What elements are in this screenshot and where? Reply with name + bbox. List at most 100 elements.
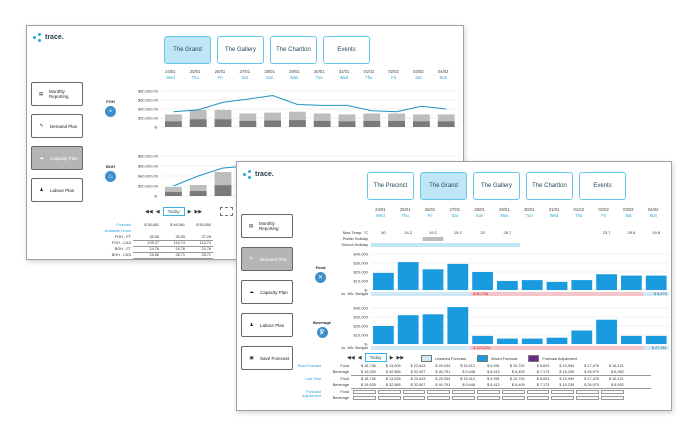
forecast-table: Raw Forecast Food $ 18,736 $ 13,006 $ 22,643… xyxy=(293,364,669,410)
nav-demand-plan[interactable]: ✎ Demand Plan xyxy=(31,114,83,138)
nav-monthly-reporting[interactable]: ▤ Monthly Reporting xyxy=(241,214,293,238)
beverage-row-label: Beverage xyxy=(332,369,349,374)
day-label: Sat xyxy=(625,212,632,218)
adjustment-input-beverage[interactable] xyxy=(452,396,475,400)
venue-tab-the-gallery[interactable]: The Gallery xyxy=(473,172,520,200)
y-tick-label: $40,000 xyxy=(354,252,369,257)
nav-save-forecast[interactable]: ▣ Save Forecast xyxy=(241,346,293,370)
adjustment-input-beverage[interactable] xyxy=(501,396,525,400)
bar-segment xyxy=(363,120,381,127)
today-button[interactable]: Today xyxy=(364,353,387,362)
date-column-2: 26/01 Fri xyxy=(208,69,233,80)
next-next-icon[interactable]: ▶▶ xyxy=(396,354,405,361)
date-label: 24/01 xyxy=(165,69,176,74)
venue-tab-the-gallery[interactable]: The Gallery xyxy=(217,36,264,64)
day-label: Thu xyxy=(401,212,409,218)
adjustment-input-beverage[interactable] xyxy=(353,396,376,400)
y-tick-label: $- xyxy=(154,194,158,199)
adjustment-input-food[interactable] xyxy=(501,390,525,394)
budget-label: vs. Wk. Budget xyxy=(341,345,369,350)
food-bar xyxy=(621,275,642,290)
nav-icon: ♟ xyxy=(39,187,44,192)
trace-logo: trace. xyxy=(243,170,274,179)
row-label: BOH - CAS xyxy=(111,253,131,257)
adjustment-input-beverage[interactable] xyxy=(402,396,426,400)
beverage-bar xyxy=(422,314,444,344)
adjustment-input-food[interactable] xyxy=(377,390,401,394)
nav-labour-plan[interactable]: ♟ Labour Plan xyxy=(241,313,293,337)
prev-prev-icon[interactable]: ◀◀ xyxy=(347,354,355,361)
venue-tab-the-grand[interactable]: The Grand xyxy=(164,36,211,64)
venue-tab-events[interactable]: Events xyxy=(579,172,626,200)
adjustment-input-beverage[interactable] xyxy=(551,396,575,400)
day-label: Tue xyxy=(525,212,533,218)
nav-capacity-plan[interactable]: ☁ Capacity Plan xyxy=(31,146,83,170)
bar-segment xyxy=(214,185,232,196)
adjustment-input-food[interactable] xyxy=(576,390,599,394)
venue-tab-the-precinct[interactable]: The Precinct xyxy=(367,172,414,200)
beverage-bar xyxy=(621,335,642,344)
prev-icon[interactable]: ◀ xyxy=(155,208,160,215)
adjustment-input-beverage[interactable] xyxy=(477,396,500,400)
adjustment-input-beverage[interactable] xyxy=(377,396,401,400)
next-icon[interactable]: ▶ xyxy=(389,354,394,361)
prev-prev-icon[interactable]: ◀◀ xyxy=(145,208,153,215)
date-label: 03/02 xyxy=(623,207,634,212)
adjustment-input-food[interactable] xyxy=(402,390,426,394)
date-column-9: 02/02 Fri xyxy=(381,69,406,80)
next-icon[interactable]: ▶ xyxy=(187,208,192,215)
adjustment-input-food[interactable] xyxy=(551,390,575,394)
adjustment-input-food[interactable] xyxy=(601,390,624,394)
venue-tab-the-grand[interactable]: The Grand xyxy=(420,172,467,200)
beverage-cell: $ 15,230 xyxy=(559,382,575,387)
beverage-badge: Beverage ℣ xyxy=(313,320,332,338)
adjustment-input-food[interactable] xyxy=(526,390,550,394)
beverage-cell: $ 40,791 xyxy=(435,369,451,374)
date-label: 27/01 xyxy=(239,69,251,74)
beverage-bar xyxy=(373,326,394,344)
date-label: 28/01 xyxy=(474,207,485,212)
nav-capacity-plan[interactable]: ☁ Capacity Plan xyxy=(241,280,293,304)
next-next-icon[interactable]: ▶▶ xyxy=(194,208,203,215)
adjustment-input-food[interactable] xyxy=(477,390,500,394)
placeholder-box xyxy=(220,207,233,216)
venue-tab-events[interactable]: Events xyxy=(323,36,370,64)
foh-trend-line xyxy=(173,94,447,113)
date-label: 01/02 xyxy=(573,207,585,212)
y-tick-label: $30,000 xyxy=(354,261,369,266)
adjustment-input-beverage[interactable] xyxy=(601,396,624,400)
venue-tab-the-charlton[interactable]: The Charlton xyxy=(526,172,573,200)
adjustment-input-beverage[interactable] xyxy=(576,396,599,400)
nav-label: Capacity Plan xyxy=(50,155,78,161)
day-label: Mon xyxy=(290,74,299,80)
prev-icon[interactable]: ◀ xyxy=(357,354,362,361)
food-bar xyxy=(447,263,469,290)
food-bar xyxy=(521,280,543,290)
food-bar xyxy=(397,262,419,290)
group-label: Raw Forecast xyxy=(297,364,321,368)
date-column-0: 24/01 Wed xyxy=(158,69,183,80)
beverage-cell: $ 19,925 xyxy=(361,369,376,374)
nav-icon: ☁ xyxy=(39,155,44,160)
hours-cell: 25.86 xyxy=(149,253,159,257)
adjustment-input-beverage[interactable] xyxy=(427,396,451,400)
y-tick-label: $60,000.00 xyxy=(138,98,159,103)
venue-tab-the-charlton[interactable]: The Charlton xyxy=(270,36,317,64)
beverage-cell: $ 19,925 xyxy=(361,382,376,387)
adjustment-input-food[interactable] xyxy=(452,390,475,394)
adjustment-input-food[interactable] xyxy=(353,390,376,394)
y-tick-label: $80,000.00 xyxy=(138,89,159,94)
beverage-cell: $ 8,552 xyxy=(611,369,624,374)
nav-labour-plan[interactable]: ♟ Labour Plan xyxy=(31,178,83,202)
nav-demand-plan[interactable]: ✎ Demand Plan xyxy=(241,247,293,271)
day-label: Fri xyxy=(601,212,607,218)
adjustment-input-beverage[interactable] xyxy=(526,396,550,400)
beverage-cell: $ 9,448 xyxy=(462,369,475,374)
nav-monthly-reporting[interactable]: ▤ Monthly Reporting xyxy=(31,82,83,106)
date-label: 02/02 xyxy=(598,207,609,212)
boh-badge: BOH ♨ xyxy=(105,164,116,182)
today-button[interactable]: Today xyxy=(162,207,185,216)
beverage-cell: $ 6,412 xyxy=(487,369,500,374)
y-tick-label: $40,000.00 xyxy=(138,174,159,179)
adjustment-input-food[interactable] xyxy=(427,390,451,394)
